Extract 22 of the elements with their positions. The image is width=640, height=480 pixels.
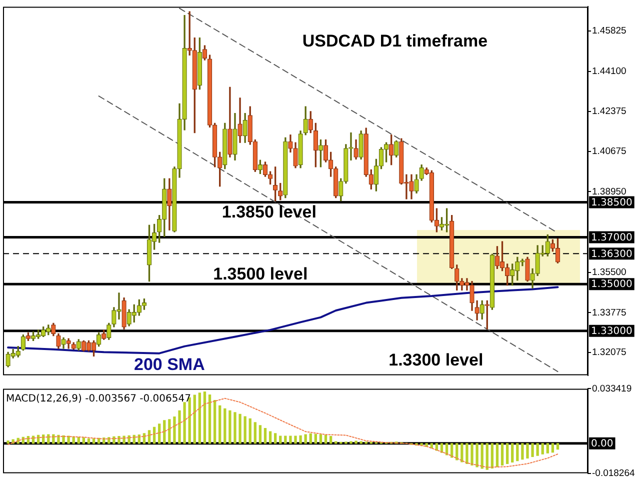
- annotation: 1.3850 level: [222, 202, 316, 222]
- ref-line-label: 0.00: [591, 438, 614, 450]
- ref-line-label: 1.36300: [591, 248, 632, 260]
- series-label: 200 SMA: [134, 354, 205, 374]
- y-tick-label: 1.40675: [592, 146, 626, 157]
- ref-line-label: 1.38500: [591, 197, 632, 208]
- y-tick-label: 1.32075: [592, 347, 626, 358]
- y-tick-label: 1.45825: [592, 26, 626, 37]
- y-tick-label: 1.42375: [592, 106, 626, 118]
- annotation: 1.3500 level: [213, 264, 308, 284]
- y-tick-label: -0.018264: [592, 468, 635, 479]
- y-tick-label: 1.38950: [592, 186, 626, 198]
- text: MACD(12,26,9) -0.003567 -0.006547: [6, 393, 191, 404]
- y-tick-label: 1.35500: [592, 267, 626, 278]
- y-tick-label: 1.44100: [592, 66, 626, 77]
- ref-line-label: 1.35000: [591, 279, 632, 290]
- y-tick-label: 1.33775: [592, 307, 626, 318]
- ref-line-label: 1.33000: [591, 326, 632, 337]
- ref-line-label: 1.37000: [591, 232, 632, 244]
- text: USDCAD D1 timeframe: [302, 31, 488, 50]
- y-tick-label: 0.033419: [592, 383, 632, 394]
- annotation: 1.3300 level: [388, 350, 484, 370]
